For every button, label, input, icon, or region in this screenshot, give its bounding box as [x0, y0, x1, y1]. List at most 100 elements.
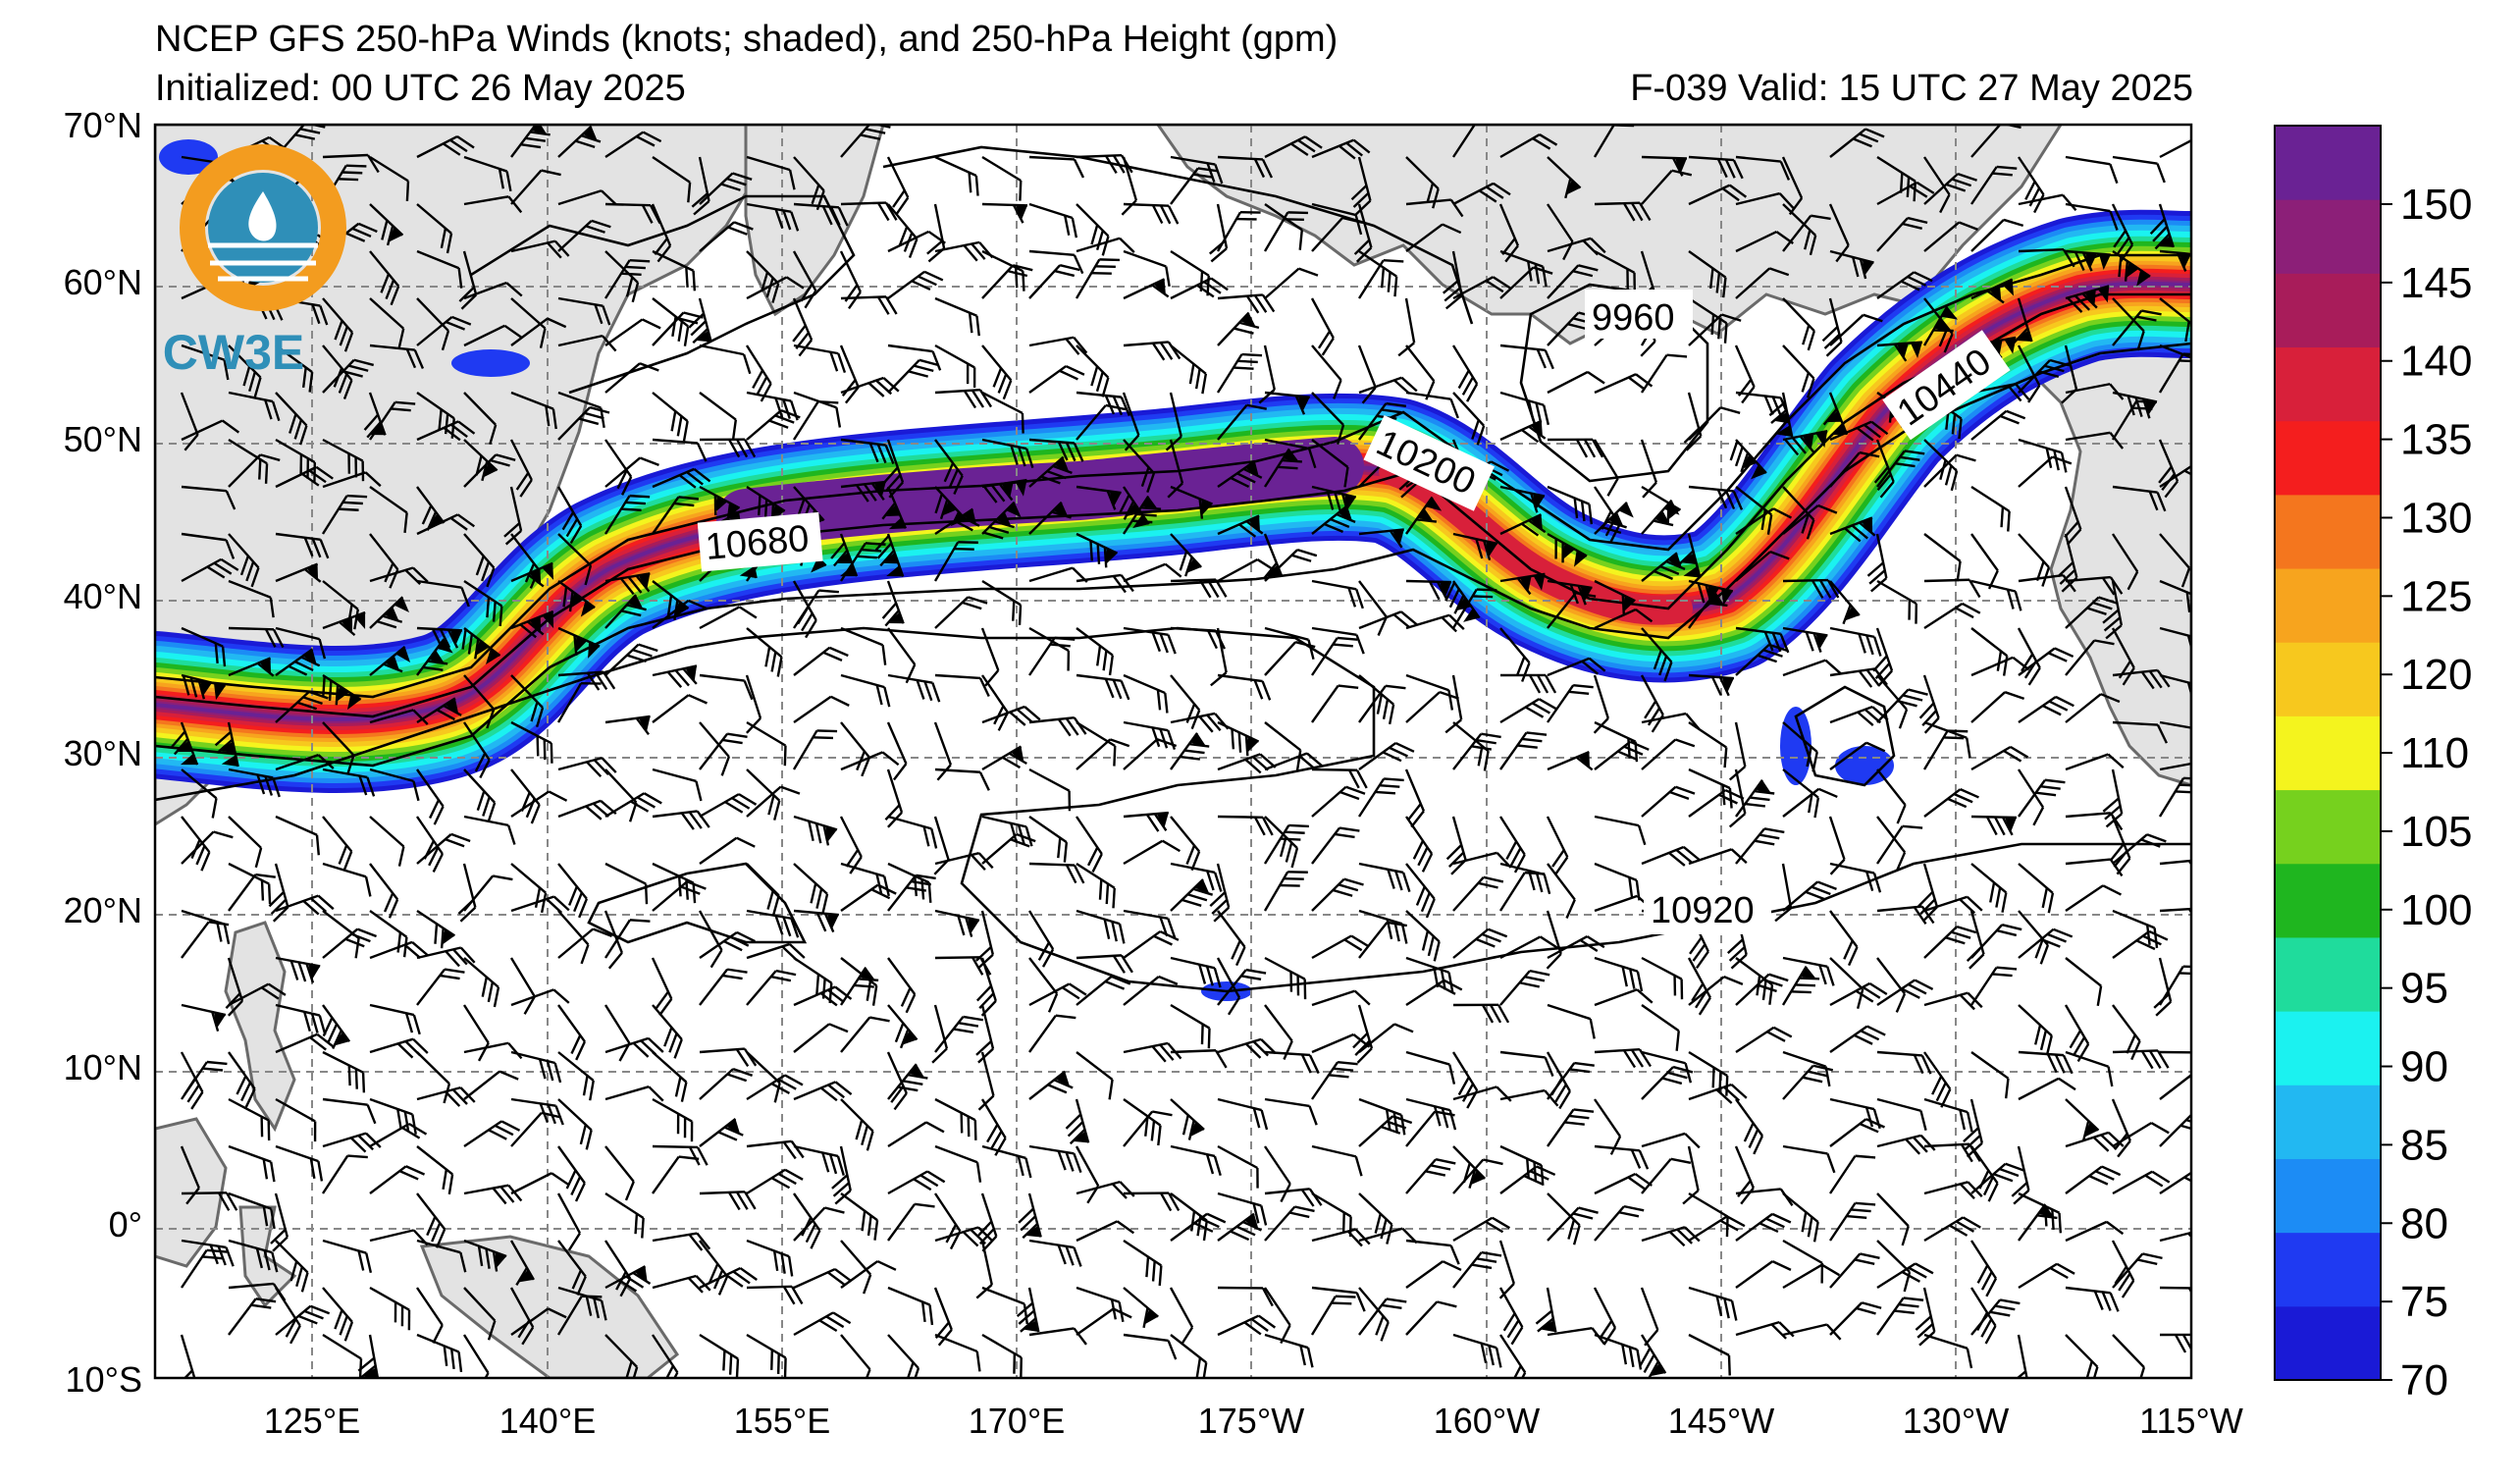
wind-barb — [699, 1047, 758, 1068]
wind-barb — [1405, 910, 1441, 962]
colorbar-tick-label: 120 — [2400, 651, 2472, 699]
wind-barb — [1264, 956, 1307, 1000]
wind-barb — [228, 1239, 279, 1273]
wind-barb — [463, 195, 523, 214]
wind-barb — [1264, 816, 1299, 869]
wind-barb — [1217, 673, 1272, 701]
wind-barb — [1641, 956, 1684, 1000]
wind-barb — [1217, 1192, 1268, 1226]
wind-barb — [416, 1145, 454, 1194]
wind-barb — [887, 957, 917, 1014]
wind-barb — [557, 1051, 595, 1101]
wind-barb — [416, 946, 476, 968]
wind-barb — [557, 799, 617, 821]
wind-barb — [1547, 683, 1594, 723]
wind-barb — [1821, 297, 1843, 357]
wind-barb — [463, 155, 512, 192]
wind-barb — [181, 830, 234, 865]
wind-barb — [2159, 1333, 2191, 1353]
wind-barb — [1405, 673, 1454, 711]
wind-barb — [1263, 211, 1308, 252]
wind-barb — [416, 1333, 463, 1373]
wind-barb — [2018, 1203, 2058, 1242]
wind-barb — [746, 909, 800, 938]
wind-barb — [840, 626, 887, 665]
wind-barb — [2065, 858, 2124, 877]
wind-barb — [1829, 1252, 1880, 1289]
wind-barb — [1264, 135, 1323, 159]
wind-barb — [1594, 740, 1650, 770]
wind-barb — [1641, 552, 1686, 582]
wind-barb — [2112, 309, 2162, 346]
wind-barb — [1688, 1192, 1729, 1238]
wind-barb — [463, 874, 513, 912]
wind-barb — [699, 793, 758, 819]
wind-barb — [2112, 250, 2151, 287]
wind-barb — [981, 815, 1033, 847]
colorbar-tick-label: 100 — [2400, 886, 2472, 934]
wind-barb — [1547, 591, 1597, 629]
wind-barb — [1923, 720, 1971, 759]
wind-barb — [510, 561, 554, 588]
wind-barb — [1970, 218, 2024, 252]
wind-barb — [1876, 905, 1935, 925]
wind-barb — [1735, 267, 1790, 299]
wind-barb — [2065, 383, 2125, 400]
wind-barb — [1782, 1192, 1819, 1243]
wind-barb — [746, 1139, 805, 1160]
wind-barb — [1547, 935, 1605, 960]
wind-barb — [604, 594, 647, 629]
wind-barb — [369, 1122, 428, 1148]
wind-barb — [1735, 643, 1789, 676]
wind-barb — [1170, 167, 1219, 205]
wind-barb — [2112, 833, 2167, 865]
wind-barb — [1170, 578, 1228, 599]
wind-barb — [1258, 344, 1276, 404]
wind-barb — [651, 1334, 679, 1378]
wind-barb — [1405, 579, 1452, 601]
wind-barb — [2159, 579, 2191, 612]
wind-barb — [2018, 248, 2075, 268]
wind-barb — [416, 134, 475, 159]
wind-barb — [652, 1155, 700, 1194]
wind-barb — [1876, 824, 1923, 865]
wind-barb — [746, 1239, 794, 1277]
wind-barb — [1970, 1145, 1999, 1202]
wind-barb — [1499, 344, 1554, 370]
wind-barb — [1076, 627, 1115, 676]
wind-barb — [980, 1098, 1007, 1156]
wind-barb — [1123, 811, 1169, 832]
wind-barb — [1028, 636, 1076, 676]
wind-barb — [1641, 785, 1696, 818]
wind-barb — [699, 1266, 758, 1290]
wind-barb — [887, 1286, 934, 1326]
wind-barb — [463, 1287, 497, 1341]
wind-barb — [1876, 181, 1935, 206]
wind-barb — [1970, 409, 2026, 441]
wind-barb — [1735, 507, 1793, 535]
wind-barb — [463, 957, 500, 1008]
colorbar-tick-label: 135 — [2400, 416, 2472, 464]
lat-label-30n: 30°N — [64, 733, 142, 773]
wind-barb — [228, 626, 285, 649]
wind-barb — [556, 1295, 603, 1336]
wind-barb — [2159, 760, 2191, 771]
wind-barb — [1311, 1060, 1358, 1100]
wind-barb — [1028, 1327, 1087, 1346]
wind-barb — [1876, 688, 1928, 723]
wind-barb — [1782, 430, 1828, 456]
wind-barb — [2159, 1167, 2191, 1195]
wind-barb — [510, 1307, 567, 1336]
wind-barb — [1970, 924, 2022, 959]
wind-barb — [510, 1172, 569, 1195]
wind-barb — [699, 392, 738, 441]
contour-label-10680-group: 10680 — [697, 511, 823, 572]
wind-barb — [1594, 815, 1647, 846]
wind-barb — [981, 1333, 1023, 1378]
wind-barb — [1735, 1212, 1792, 1242]
wind-barb — [463, 674, 496, 729]
wind-barb — [652, 156, 692, 203]
wind-barb — [793, 695, 850, 723]
wind-barb — [1264, 548, 1318, 582]
